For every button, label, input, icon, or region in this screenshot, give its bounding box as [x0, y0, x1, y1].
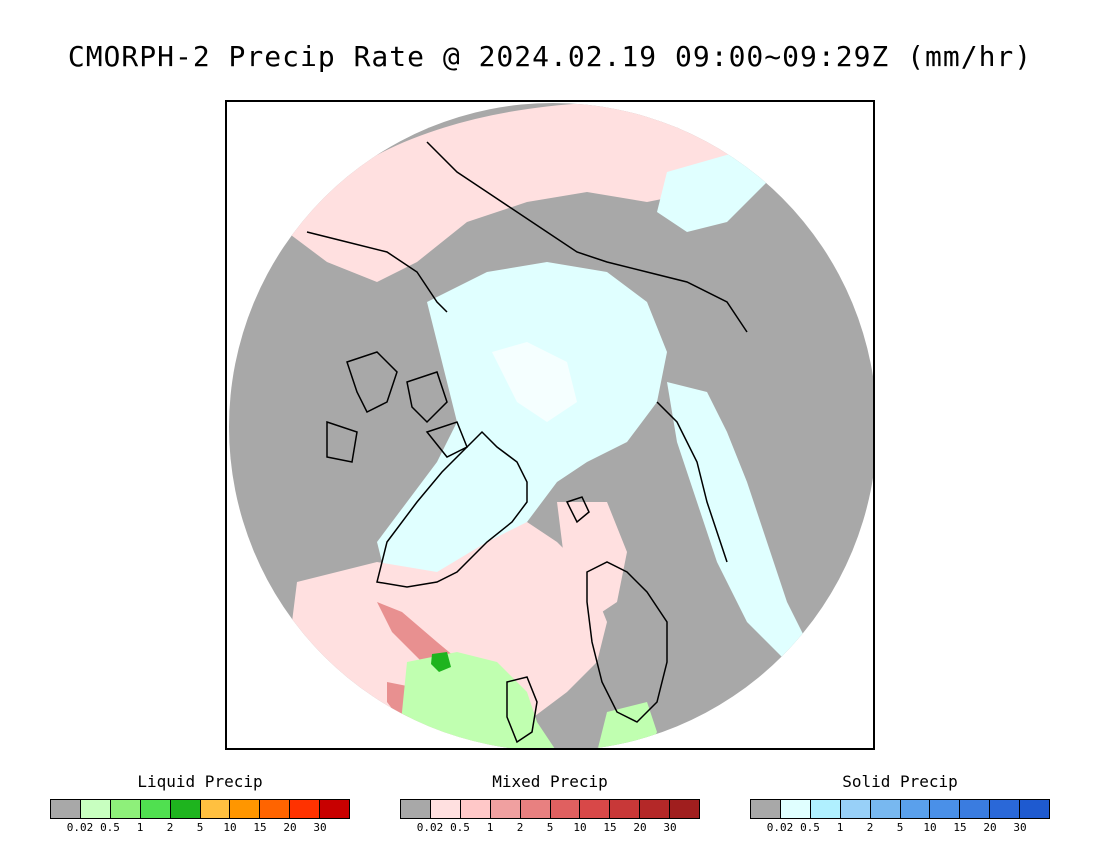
uk-coastline	[506, 676, 538, 744]
legend-title-solid: Solid Precip	[842, 772, 958, 791]
legend-tick-mixed-6: 15	[603, 821, 617, 834]
norwegian-sea-mixed-precip	[557, 502, 627, 622]
legend-swatch-solid-2	[810, 800, 841, 818]
legend-tick-liquid-5: 10	[223, 821, 237, 834]
legend-swatch-liquid-2	[110, 800, 141, 818]
legend-swatch-mixed-9	[670, 800, 700, 818]
legend-swatch-mixed-4	[520, 800, 551, 818]
legend-swatch-liquid-6	[230, 800, 261, 818]
legend-tick-liquid-6: 15	[253, 821, 267, 834]
legend-tick-mixed-0: 0.02	[416, 821, 444, 834]
legend-swatch-mixed-7	[610, 800, 641, 818]
legend-swatch-solid-1	[780, 800, 811, 818]
legend-tick-solid-0: 0.02	[766, 821, 794, 834]
central-arctic-light	[492, 342, 577, 422]
russia-coastline	[656, 401, 728, 563]
legend-ticks-solid: 0.02 0.5 1 2 5 10 15 20 30	[750, 819, 1050, 834]
legend-swatches-liquid	[50, 799, 350, 819]
legend-tick-solid-1: 0.5	[800, 821, 820, 834]
legend-liquid: Liquid Precip 0.02 0.5 1 2 5 10 15 20 30	[50, 772, 350, 834]
legend-tick-liquid-0: 0.02	[66, 821, 94, 834]
scandinavia-coastline	[586, 561, 668, 723]
legend-title-liquid: Liquid Precip	[137, 772, 263, 791]
canadian-archipelago-coastline	[326, 351, 468, 463]
legend-title-mixed: Mixed Precip	[492, 772, 608, 791]
legend-mixed: Mixed Precip 0.02 0.5 1 2 5 10 15 20 30	[400, 772, 700, 834]
atlantic-liquid-precip	[397, 652, 557, 748]
legend-swatch-solid-4	[870, 800, 901, 818]
legend-tick-solid-8: 30	[1013, 821, 1027, 834]
alaska-coastline	[306, 231, 448, 313]
legend-swatch-solid-8	[990, 800, 1021, 818]
legend-swatches-mixed	[400, 799, 700, 819]
legend-ticks-mixed: 0.02 0.5 1 2 5 10 15 20 30	[400, 819, 700, 834]
legend-tick-liquid-2: 1	[136, 821, 144, 834]
legend-swatch-liquid-5	[200, 800, 231, 818]
legend-swatch-liquid-3	[140, 800, 171, 818]
legend-swatch-mixed-6	[580, 800, 611, 818]
svalbard-coastline	[565, 496, 590, 524]
legend-swatch-liquid-0	[51, 800, 81, 818]
legend-tick-liquid-8: 30	[313, 821, 327, 834]
legend-tick-mixed-3: 2	[516, 821, 524, 834]
legend-tick-solid-4: 5	[896, 821, 904, 834]
legend-swatch-solid-9	[1020, 800, 1050, 818]
chart-title: CMORPH-2 Precip Rate @ 2024.02.19 09:00~…	[67, 40, 1033, 73]
legend-tick-mixed-4: 5	[546, 821, 554, 834]
legend-swatch-liquid-4	[170, 800, 201, 818]
siberia-coastline	[426, 141, 748, 333]
legend-swatches-solid	[750, 799, 1050, 819]
legend-ticks-liquid: 0.02 0.5 1 2 5 10 15 20 30	[50, 819, 350, 834]
legend-swatch-solid-6	[930, 800, 961, 818]
arctic-solid-precip	[377, 262, 667, 582]
legend-tick-solid-5: 10	[923, 821, 937, 834]
legend-swatch-liquid-1	[80, 800, 111, 818]
legend-tick-mixed-2: 1	[486, 821, 494, 834]
scandinavia-solid-precip	[667, 382, 807, 662]
legend-swatch-liquid-9	[320, 800, 350, 818]
polar-precip-map	[225, 100, 875, 750]
legend-tick-solid-7: 20	[983, 821, 997, 834]
legend-swatch-mixed-2	[460, 800, 491, 818]
map-svg	[229, 103, 873, 748]
legend-swatch-mixed-1	[430, 800, 461, 818]
pacific-mixed-precip	[287, 103, 747, 282]
siberia-solid-precip	[657, 152, 767, 232]
legend-tick-solid-2: 1	[836, 821, 844, 834]
legend-swatch-liquid-8	[290, 800, 321, 818]
legend-swatch-mixed-3	[490, 800, 521, 818]
legend-swatch-solid-0	[751, 800, 781, 818]
legend-tick-solid-6: 15	[953, 821, 967, 834]
legend-tick-liquid-3: 2	[166, 821, 174, 834]
legend-swatch-solid-3	[840, 800, 871, 818]
legend-tick-liquid-4: 5	[196, 821, 204, 834]
legend-swatch-mixed-5	[550, 800, 581, 818]
legend-tick-solid-3: 2	[866, 821, 874, 834]
legend-tick-mixed-8: 30	[663, 821, 677, 834]
legend-tick-liquid-7: 20	[283, 821, 297, 834]
legend-swatch-mixed-8	[640, 800, 671, 818]
legend-swatch-solid-5	[900, 800, 931, 818]
heavy-liquid-precip	[431, 652, 451, 672]
legend-swatch-solid-7	[960, 800, 991, 818]
legend-tick-liquid-1: 0.5	[100, 821, 120, 834]
legend-tick-mixed-7: 20	[633, 821, 647, 834]
legend-swatch-mixed-0	[401, 800, 431, 818]
legend-tick-mixed-5: 10	[573, 821, 587, 834]
greenland-coastline	[376, 430, 528, 588]
legend-swatch-liquid-7	[260, 800, 291, 818]
legend-solid: Solid Precip 0.02 0.5 1 2 5 10 15 20 30	[750, 772, 1050, 834]
legend-tick-mixed-1: 0.5	[450, 821, 470, 834]
